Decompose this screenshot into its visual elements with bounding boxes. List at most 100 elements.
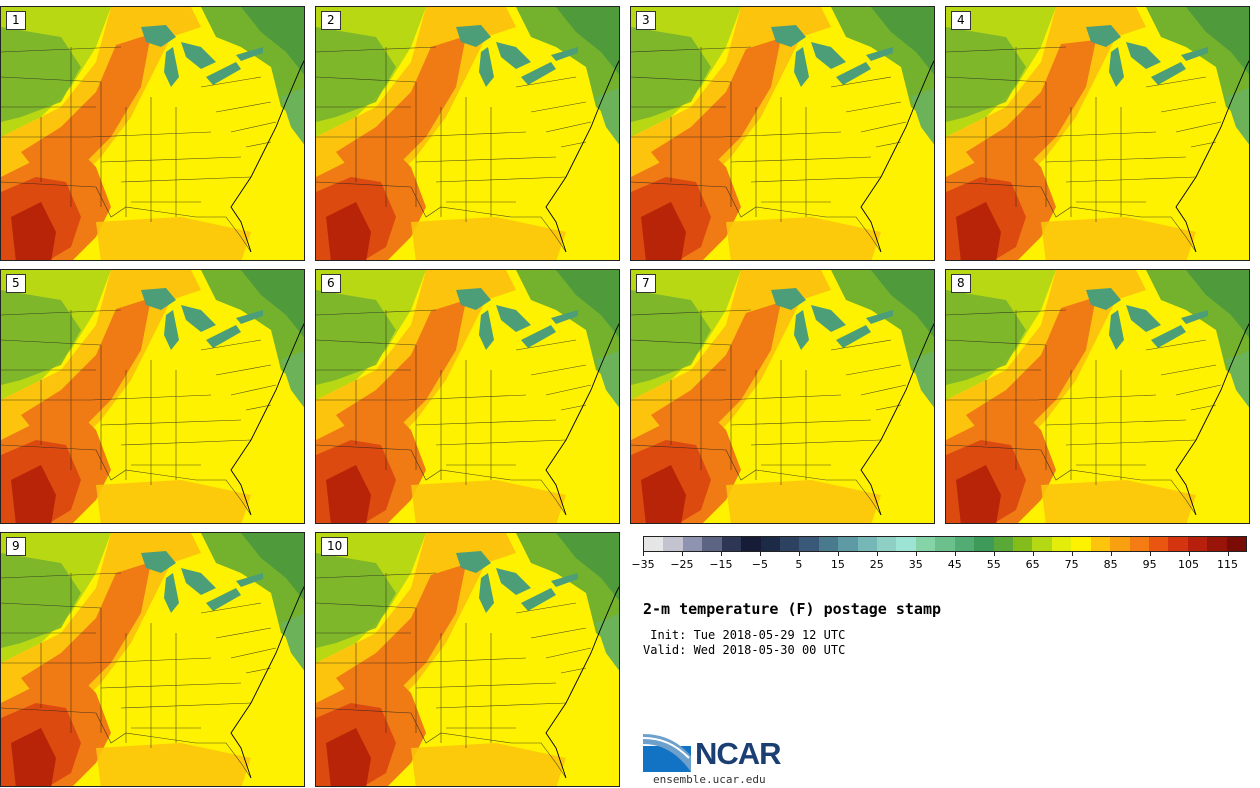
colorbar-segment	[838, 537, 858, 551]
colorbar-segment	[1207, 537, 1227, 551]
ensemble-member-panel: 2	[315, 6, 620, 261]
member-number-label: 6	[321, 274, 341, 293]
member-number-label: 9	[6, 537, 26, 556]
ensemble-member-panel: 7	[630, 269, 935, 524]
member-number-label: 10	[321, 537, 349, 556]
colorbar-tick	[1032, 552, 1034, 556]
colorbar-tick	[1071, 552, 1073, 556]
colorbar-segment	[1226, 537, 1247, 551]
colorbar-tick-label: 115	[1217, 558, 1239, 571]
colorbar-tick-label: 75	[1064, 558, 1079, 571]
colorbar-segment	[1090, 537, 1111, 551]
temperature-map	[1, 533, 304, 786]
colorbar-tick	[1188, 552, 1190, 556]
colorbar-tick	[1149, 552, 1151, 556]
temperature-map	[631, 7, 934, 260]
ncar-logo-text: NCAR	[695, 736, 782, 771]
colorbar-tick	[915, 552, 917, 556]
ensemble-member-panel: 10	[315, 532, 620, 787]
colorbar-segment	[974, 537, 994, 551]
colorbar-segment	[1013, 537, 1033, 551]
temperature-map	[1, 7, 304, 260]
ensemble-member-panel: 5	[0, 269, 305, 524]
colorbar-tick-label: 85	[1103, 558, 1118, 571]
colorbar-tick	[876, 552, 878, 556]
colorbar-segment	[1129, 537, 1149, 551]
colorbar-tick	[720, 552, 722, 556]
colorbar-segment	[993, 537, 1014, 551]
ensemble-member-panel: 4	[945, 6, 1250, 261]
colorbar-segment	[1032, 537, 1052, 551]
temperature-map	[316, 533, 619, 786]
temperature-map	[316, 270, 619, 523]
colorbar-segment	[896, 537, 916, 551]
colorbar-segment	[877, 537, 897, 551]
colorbar-segment	[818, 537, 839, 551]
colorbar-tick-label: 35	[908, 558, 923, 571]
colorbar-tick	[643, 552, 644, 556]
temperature-map	[631, 270, 934, 523]
colorbar-segment	[721, 537, 742, 551]
colorbar-segment	[1071, 537, 1091, 551]
figure-title: 2-m temperature (F) postage stamp	[643, 600, 942, 618]
colorbar-segment	[1148, 537, 1169, 551]
colorbar-ticks: −35 −25 −15 −5 5 15 25 35 45 55 65 75 85 95 105 115	[631, 552, 1247, 572]
colorbar-tick	[954, 552, 956, 556]
colorbar-tick	[681, 552, 683, 556]
temperature-map	[1, 270, 304, 523]
ensemble-member-panel: 1	[0, 6, 305, 261]
colorbar-tick-label: −35	[631, 558, 655, 571]
colorbar-tick	[993, 552, 995, 556]
colorbar-segment	[1110, 537, 1130, 551]
colorbar-tick	[759, 552, 761, 556]
colorbar-segment	[799, 537, 819, 551]
member-number-label: 2	[321, 11, 341, 30]
colorbar-segment	[857, 537, 878, 551]
colorbar-tick-label: −25	[670, 558, 694, 571]
colorbar-tick-label: 105	[1178, 558, 1200, 571]
colorbar-tick	[1110, 552, 1112, 556]
colorbar-segment	[741, 537, 761, 551]
colorbar-segment	[954, 537, 975, 551]
colorbar-segment	[663, 537, 683, 551]
member-number-label: 7	[636, 274, 656, 293]
colorbar-segment	[1051, 537, 1072, 551]
ensemble-member-panel: 9	[0, 532, 305, 787]
member-number-label: 4	[951, 11, 971, 30]
colorbar-segment	[1187, 537, 1208, 551]
colorbar-tick-label: −5	[751, 558, 768, 571]
colorbar-segment	[682, 537, 703, 551]
member-number-label: 3	[636, 11, 656, 30]
colorbar	[643, 536, 1247, 552]
colorbar-tick-label: −15	[709, 558, 733, 571]
colorbar-tick-label: 15	[830, 558, 845, 571]
member-number-label: 8	[951, 274, 971, 293]
colorbar-tick-label: 25	[869, 558, 884, 571]
colorbar-segment	[644, 537, 664, 551]
ncar-logo-icon	[642, 734, 691, 772]
colorbar-segment	[935, 537, 955, 551]
temperature-map	[946, 270, 1249, 523]
member-number-label: 1	[6, 11, 26, 30]
member-number-label: 5	[6, 274, 26, 293]
colorbar-segment	[915, 537, 936, 551]
colorbar-segment	[779, 537, 800, 551]
colorbar-segment	[702, 537, 722, 551]
ensemble-member-panel: 3	[630, 6, 935, 261]
colorbar-tick-label: 65	[1025, 558, 1040, 571]
init-time: Init: Tue 2018-05-29 12 UTC	[643, 628, 846, 642]
ncar-logo: NCAR	[642, 732, 793, 774]
ensemble-member-panel: 6	[315, 269, 620, 524]
temperature-map	[946, 7, 1249, 260]
temperature-map	[316, 7, 619, 260]
colorbar-tick	[798, 552, 800, 556]
colorbar-segment	[1168, 537, 1188, 551]
colorbar-tick	[837, 552, 839, 556]
valid-time: Valid: Wed 2018-05-30 00 UTC	[643, 643, 846, 657]
colorbar-segment	[760, 537, 780, 551]
colorbar-tick-label: 45	[947, 558, 962, 571]
colorbar-tick-label: 5	[795, 558, 803, 571]
colorbar-tick-label: 55	[986, 558, 1001, 571]
ensemble-url: ensemble.ucar.edu	[653, 773, 766, 786]
ensemble-member-panel: 8	[945, 269, 1250, 524]
